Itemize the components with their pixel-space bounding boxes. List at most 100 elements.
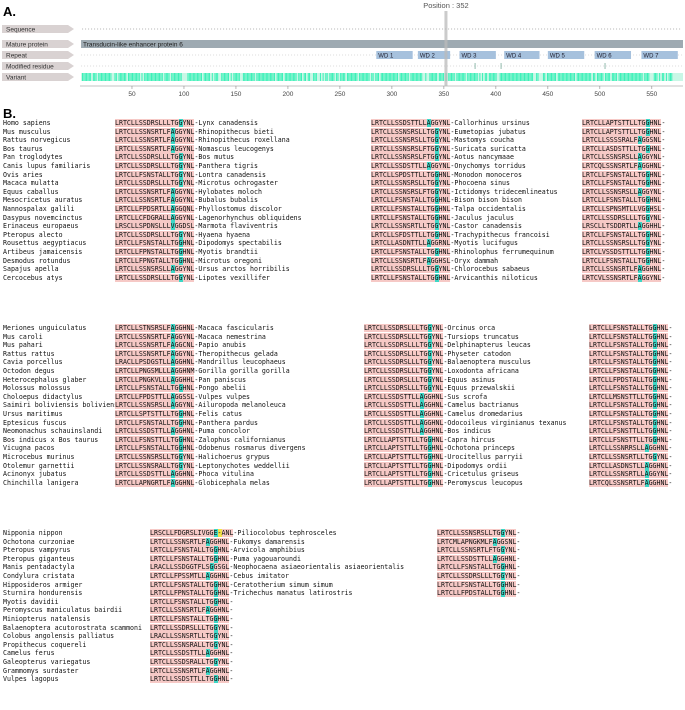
sequence-separator: - xyxy=(229,658,234,666)
sequence-segment: YNL xyxy=(438,179,451,188)
variant-mark xyxy=(137,73,139,81)
variant-mark xyxy=(451,73,452,81)
variant-mark xyxy=(107,73,109,81)
sequence-segment: LRTCLLSSDRSLLLTG xyxy=(115,153,179,162)
variant-mark xyxy=(251,73,252,81)
highlighted-residue: G xyxy=(213,675,218,684)
variant-mark xyxy=(92,73,94,81)
sequence-segment: LRTCLLFPNSTALLTG xyxy=(115,248,179,256)
variant-mark xyxy=(537,73,539,81)
variant-mark xyxy=(619,73,621,81)
sequence-segment: GGHNL xyxy=(209,572,230,580)
species-name: Vicugna pacos xyxy=(3,444,55,453)
sequence-segment: LRTCLLSSNSRTLF xyxy=(115,136,171,145)
sequence-separator: - xyxy=(443,332,448,341)
sequence-separator: - xyxy=(661,162,666,170)
variant-mark xyxy=(402,73,404,81)
species-name: Pan troglodytes xyxy=(3,153,63,162)
variant-mark xyxy=(572,73,574,81)
alignment-row: LRTCLLAPTSTTLLTGGHNL-Urocitellus parryii xyxy=(364,453,523,461)
sequence-separator: - xyxy=(661,273,666,282)
variant-mark xyxy=(151,73,152,81)
variant-mark xyxy=(436,73,438,81)
sequence-separator: - xyxy=(661,127,666,136)
highlighted-residue: G xyxy=(178,273,183,282)
sequence-separator: - xyxy=(661,213,666,222)
variant-mark xyxy=(349,73,351,81)
sequence-segment: GGHNL xyxy=(641,162,662,170)
variant-mark xyxy=(303,73,305,81)
species-name: Sturnira hondurensis xyxy=(3,589,83,598)
sequence-segment: LRTCLVSSDSTTLLTG xyxy=(582,248,646,256)
variant-mark xyxy=(405,73,407,81)
variant-mark xyxy=(529,73,531,81)
sequence-separator: - xyxy=(194,144,199,153)
variant-mark xyxy=(95,73,97,81)
variant-mark xyxy=(222,73,224,81)
sequence-separator: - xyxy=(194,470,199,479)
variant-mark xyxy=(510,73,512,81)
highlighted-residue: A xyxy=(170,127,175,136)
variant-mark xyxy=(322,73,324,81)
variant-mark xyxy=(411,73,413,81)
variant-mark xyxy=(376,73,378,81)
variant-mark xyxy=(461,73,463,81)
highlighted-residue: G xyxy=(427,349,432,358)
partner-species-name: Papio anubis xyxy=(198,341,247,350)
alignment-row: LRTCLLSSDRSLLLTGGYNL-Physeter catodon xyxy=(364,349,511,358)
highlighted-residue: A xyxy=(170,401,175,410)
wd-repeat-box xyxy=(504,51,540,59)
sequence-segment: LRTCLLFSNSTALLTG xyxy=(437,580,501,589)
sequence-segment: LRTCLLFSNSTALLTG xyxy=(589,341,653,350)
alignment-row: LRTCLLSSDSTTLLAGGYNL-Onychomys torridus xyxy=(371,162,526,170)
species-name: Mus musculus xyxy=(3,127,51,136)
alignment-row: LRTCLLFSNSTALLTGGHNL-Dipodomys spectabil… xyxy=(115,239,282,248)
variant-mark xyxy=(521,73,523,81)
variant-mark xyxy=(244,73,246,81)
sequence-segment: GGHNL xyxy=(174,470,195,479)
sequence-segment: LRTCLLSPDSTTLLTG xyxy=(371,170,435,179)
sequence-segment: LRTCLLFPDSTALLTG xyxy=(437,589,501,598)
track-label-arrow xyxy=(2,40,74,48)
sequence-separator: - xyxy=(668,324,673,332)
variant-mark xyxy=(441,73,443,81)
sequence-segment: HNL xyxy=(438,213,451,222)
sequence-separator: - xyxy=(668,418,673,427)
highlighted-residue: A xyxy=(492,537,497,546)
sequence-segment: GGHNL xyxy=(423,427,444,436)
sequence-segment: LRTCLLFSNSTALLTG xyxy=(589,401,653,410)
alignment-row: LRSCLLFDGRSLIVGGE-ANL-Piliocolobus tephr… xyxy=(150,529,337,537)
partner-species-name: Chlorocebus sabaeus xyxy=(454,265,530,274)
highlighted-residue: G xyxy=(645,119,650,127)
alignment-row: LRTCLLSSDRSLLLTGGYNL-Loxodonta africana xyxy=(364,367,519,375)
alignment-row: LRTCLLSSNRRSLLAGGHNL- xyxy=(589,444,672,453)
sequence-segment: YNL xyxy=(217,640,230,649)
variant-mark xyxy=(167,73,169,81)
highlighted-residue: G xyxy=(645,213,650,222)
variant-mark xyxy=(488,73,490,81)
sequence-segment: LRSCLLTSDDRTLL xyxy=(582,222,638,231)
sequence-segment: LRTCLLSSDRSLLLTG xyxy=(150,623,214,632)
sequence-segment: LRTCLLSSDRSLLLTG xyxy=(364,324,428,332)
alignment-row: LRACLLSSNSRTLLTGGYNL- xyxy=(150,632,233,641)
partner-species-name: Gorilla gorilla gorilla xyxy=(198,367,290,375)
variant-mark xyxy=(506,73,508,81)
sequence-separator: - xyxy=(194,324,199,332)
sequence-segment: LRACLLPSDGSTLL xyxy=(115,358,171,367)
partner-species-name: Delphinapterus leucas xyxy=(447,341,531,350)
alignment-row: LRTCLLFPDSTTLLAGGSSL-Vulpes vulpes xyxy=(115,392,250,401)
sequence-segment: HNL xyxy=(182,248,195,256)
variant-mark xyxy=(284,73,286,81)
alignment-row: LRTCLLFSNSTALLTGGHNL- xyxy=(589,410,672,418)
sequence-segment: LRTCLLSPTSTTLLTG xyxy=(115,410,179,418)
sequence-separator: - xyxy=(661,179,666,188)
sequence-segment: LRTCLLAPTSTTLLTG xyxy=(364,435,428,444)
sequence-separator: - xyxy=(443,358,448,367)
sequence-separator: - xyxy=(194,401,199,410)
alignment-row: LRTCLLSSNSRTLFTGGYNL- xyxy=(437,546,520,555)
variant-mark xyxy=(567,73,569,81)
sequence-separator: - xyxy=(516,554,521,563)
sequence-segment: HNL xyxy=(182,384,195,393)
axis-tick-label: 300 xyxy=(386,91,397,98)
sequence-separator: - xyxy=(443,435,448,444)
